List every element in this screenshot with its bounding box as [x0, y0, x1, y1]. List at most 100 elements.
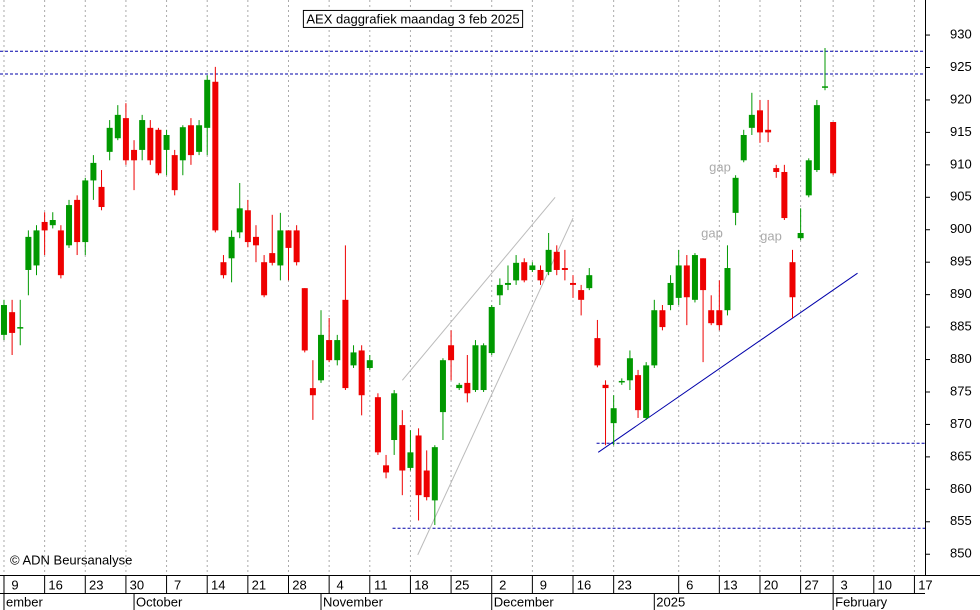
month-label: ember — [6, 594, 44, 609]
candle-body — [431, 447, 438, 501]
candle-body — [618, 380, 625, 383]
candle-body — [374, 397, 381, 453]
candle-body — [675, 265, 682, 298]
candle-body — [691, 255, 698, 300]
x-tick-label: 17 — [918, 577, 932, 592]
candle-body — [220, 262, 227, 276]
candle-body — [155, 129, 162, 174]
y-tick-label: 915 — [950, 124, 972, 139]
candle-body — [261, 262, 268, 296]
candle-body — [309, 388, 316, 396]
y-tick-label: 895 — [950, 254, 972, 269]
candle-body — [326, 340, 333, 361]
candle-body — [383, 465, 390, 473]
candle-body — [244, 210, 251, 243]
candle-body — [163, 134, 170, 150]
y-tick-label: 910 — [950, 156, 972, 171]
candle-body — [139, 120, 146, 150]
x-tick-label: 11 — [374, 577, 388, 592]
candle-body — [90, 162, 97, 181]
candle-body — [789, 262, 796, 298]
candle-body — [9, 312, 16, 333]
candle-body — [594, 338, 601, 366]
trend-line — [401, 196, 556, 381]
candle-body — [513, 262, 520, 281]
candle-body — [708, 310, 715, 324]
x-tick-label: 9 — [540, 577, 547, 592]
x-tick-label: 23 — [617, 577, 631, 592]
candle-body — [805, 160, 812, 196]
candle-body — [716, 310, 723, 326]
y-tick-label: 865 — [950, 448, 972, 463]
candle-body — [49, 220, 56, 226]
candle-body — [561, 268, 568, 270]
candle-body — [448, 345, 455, 361]
candle-body — [17, 327, 24, 329]
annotation: gap — [760, 228, 782, 243]
candle-body — [830, 122, 837, 174]
x-tick-label: 3 — [841, 577, 848, 592]
candle-body — [342, 299, 349, 389]
candle-body — [236, 208, 243, 233]
x-tick-label: 4 — [337, 577, 344, 592]
candle-body — [131, 149, 138, 161]
y-tick-label: 930 — [950, 26, 972, 41]
candle-body — [797, 232, 804, 239]
title-box — [302, 9, 524, 28]
candle-body — [683, 265, 690, 298]
candle-body — [391, 393, 398, 441]
candle-body — [626, 358, 633, 381]
candle-body — [212, 81, 219, 231]
trend-line — [417, 217, 574, 556]
candle-body — [82, 180, 89, 243]
candle-body — [545, 249, 552, 272]
candle-body — [423, 470, 430, 498]
y-tick-label: 850 — [950, 546, 972, 561]
month-label: February — [835, 594, 888, 609]
candle-body — [643, 365, 650, 418]
candle-body — [277, 230, 284, 266]
candle-body — [41, 221, 48, 231]
candle-body — [813, 105, 820, 171]
x-tick-label: 16 — [48, 577, 62, 592]
x-tick-label: 21 — [252, 577, 266, 592]
candle-body — [33, 230, 40, 266]
candle-body — [301, 288, 308, 351]
x-tick-label: 18 — [414, 577, 428, 592]
x-tick-label: 16 — [577, 577, 591, 592]
candle-body — [122, 118, 129, 161]
y-tick-label: 860 — [950, 481, 972, 496]
trend-line — [597, 272, 858, 453]
candle-body — [667, 282, 674, 306]
candle-body — [74, 199, 81, 243]
candle-body — [407, 452, 414, 468]
candle-body — [756, 110, 763, 133]
candle-body — [578, 290, 585, 300]
candle-body — [659, 310, 666, 328]
x-tick-label: 20 — [764, 577, 778, 592]
x-tick-label: 25 — [455, 577, 469, 592]
candle-body — [318, 334, 325, 381]
candle-body — [269, 253, 276, 263]
candle-body — [504, 282, 511, 285]
x-tick-label: 14 — [211, 577, 225, 592]
candle-body — [748, 114, 755, 128]
x-tick-label: 27 — [804, 577, 818, 592]
candle-body — [252, 236, 259, 246]
x-tick-label: 6 — [686, 577, 693, 592]
candle-body — [0, 305, 7, 335]
candle-body — [496, 284, 503, 296]
y-tick-label: 870 — [950, 416, 972, 431]
annotation: gap — [709, 159, 731, 174]
y-tick-label: 920 — [950, 91, 972, 106]
y-tick-label: 890 — [950, 286, 972, 301]
candle-body — [464, 382, 471, 394]
candle-body — [285, 230, 292, 248]
candle-body — [553, 251, 560, 270]
month-label: October — [136, 594, 183, 609]
x-tick-label: 13 — [723, 577, 737, 592]
y-tick-label: 925 — [950, 59, 972, 74]
y-tick-label: 880 — [950, 351, 972, 366]
candle-body — [651, 310, 658, 366]
